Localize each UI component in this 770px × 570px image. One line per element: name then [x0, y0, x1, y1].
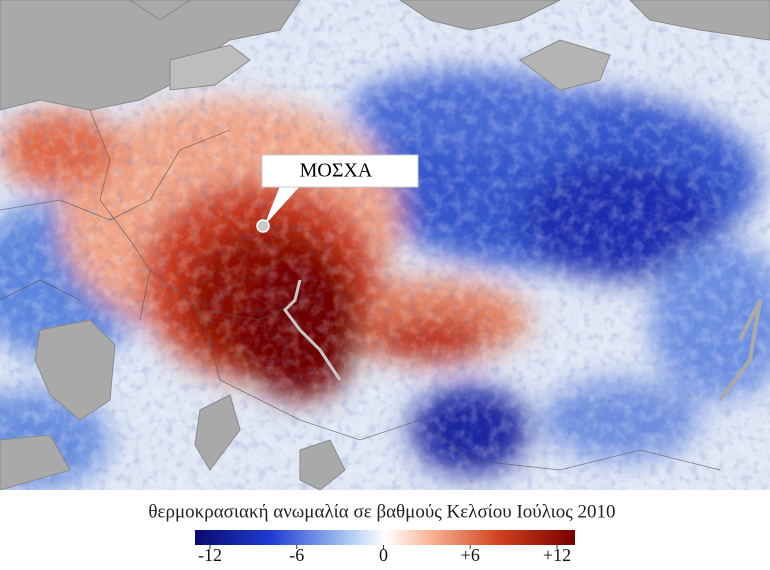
caption: θερμοκρασιακή ανωμαλία σε βαθμούς Κελσίο… [148, 501, 615, 522]
colorbar-tick-label: +6 [461, 545, 480, 565]
colorbar-tick-label: +12 [543, 545, 571, 565]
colorbar-tick-label: -6 [289, 545, 304, 565]
city-marker [256, 219, 270, 233]
map [0, 0, 770, 490]
colorbar [195, 530, 575, 545]
colorbar-tick-label: -12 [198, 545, 222, 565]
label-box [261, 154, 419, 188]
city-callout: ΜΟΣΧΑ [256, 154, 419, 233]
city-label: ΜΟΣΧΑ [300, 160, 373, 182]
colorbar-tick-label: 0 [379, 545, 388, 565]
